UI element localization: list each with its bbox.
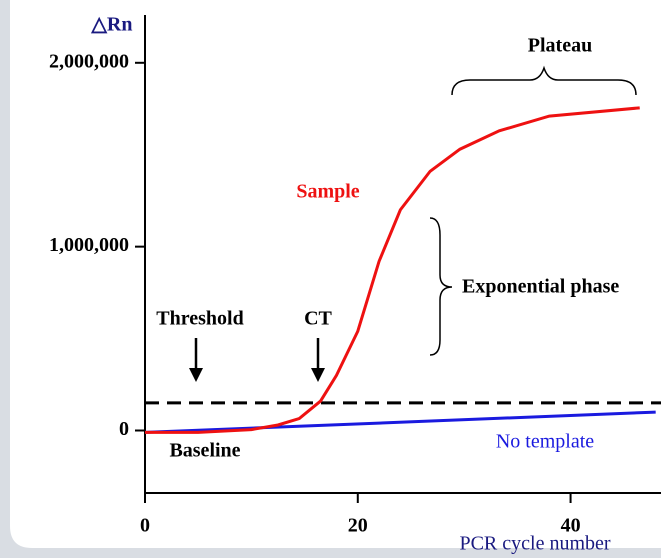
arrows xyxy=(189,338,325,382)
y-tick-label: 1,000,000 xyxy=(49,234,129,256)
x-tick-label: 40 xyxy=(561,515,581,537)
exponential-brace xyxy=(429,217,453,356)
y-tick-label: 0 xyxy=(119,418,129,440)
y-tick-label: 2,000,000 xyxy=(49,50,129,72)
x-tick-label: 0 xyxy=(140,515,150,537)
series-line xyxy=(145,106,640,434)
x-tick-label: 20 xyxy=(348,515,368,537)
annotation: Plateau xyxy=(528,35,592,57)
series-label: Sample xyxy=(296,181,359,203)
annotation: Baseline xyxy=(169,440,240,462)
y-axis-label: △Rn xyxy=(91,14,133,36)
annotation: Exponential phase xyxy=(462,276,619,298)
x-axis-label: PCR cycle number xyxy=(459,533,610,555)
annotation: CT xyxy=(304,308,332,330)
plateau-brace xyxy=(451,65,637,96)
series-label: No template xyxy=(496,431,594,453)
series-line xyxy=(144,410,656,434)
background xyxy=(10,0,661,548)
annotation: Threshold xyxy=(156,308,243,330)
